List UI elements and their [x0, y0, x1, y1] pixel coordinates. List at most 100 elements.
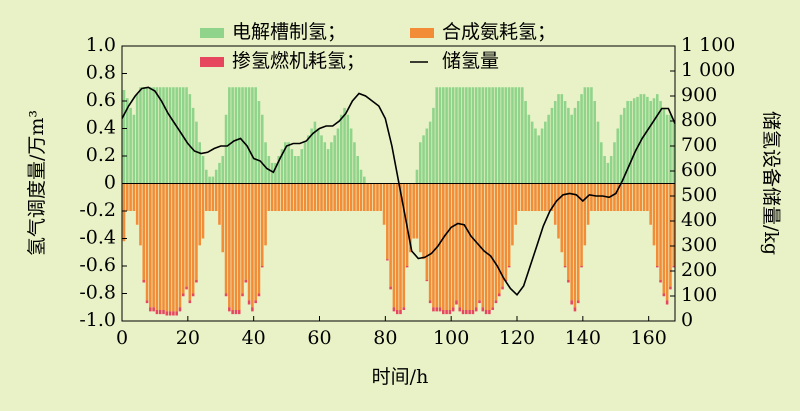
bar	[254, 87, 257, 184]
bar	[205, 183, 208, 211]
bar	[260, 114, 264, 184]
bar	[580, 183, 583, 266]
bar	[435, 307, 438, 312]
bar	[363, 176, 366, 184]
bar	[267, 183, 271, 211]
bar	[132, 183, 136, 211]
x-tick-label: 20	[176, 327, 200, 349]
bar	[191, 183, 195, 294]
bar	[346, 114, 350, 184]
bar	[228, 183, 231, 308]
bar	[659, 279, 662, 283]
bar	[580, 266, 583, 268]
bar	[623, 183, 626, 211]
bar	[168, 311, 172, 316]
bar	[284, 183, 287, 211]
y2-tick-label: 1 100	[681, 34, 735, 56]
bar	[537, 183, 541, 211]
bar	[534, 128, 537, 184]
bar	[573, 107, 577, 184]
bar	[665, 183, 669, 301]
bar	[458, 307, 462, 312]
bar	[652, 183, 656, 246]
bar	[596, 121, 600, 184]
bar	[494, 87, 498, 184]
bar	[330, 183, 333, 211]
bar	[237, 310, 241, 315]
bar	[550, 107, 554, 184]
bar	[632, 98, 636, 184]
bar	[570, 114, 573, 184]
bar	[142, 87, 146, 184]
bar	[175, 311, 178, 316]
bar	[178, 183, 182, 308]
bar	[471, 87, 475, 184]
bar	[646, 183, 649, 211]
bar	[616, 183, 620, 211]
bar	[557, 94, 560, 184]
bar	[435, 183, 438, 308]
bar	[326, 149, 330, 184]
bar	[497, 183, 501, 294]
bar	[619, 114, 623, 184]
bar	[158, 87, 162, 184]
bar	[471, 183, 475, 310]
bar	[442, 310, 445, 315]
bar	[455, 87, 458, 184]
bar	[389, 286, 392, 290]
bar	[122, 183, 126, 242]
bar	[442, 183, 445, 310]
bar	[307, 183, 310, 211]
bar	[563, 266, 567, 268]
bar	[494, 183, 498, 301]
bar	[320, 135, 323, 184]
bar	[277, 183, 280, 211]
bar	[461, 87, 465, 184]
bar	[550, 183, 554, 211]
bar	[313, 121, 317, 184]
bar	[158, 310, 162, 315]
bar	[636, 96, 639, 184]
bar	[458, 87, 462, 184]
bar	[376, 183, 379, 211]
y2-tick-label: 100	[681, 284, 717, 306]
bar	[307, 135, 310, 184]
bar	[165, 87, 169, 184]
bar	[201, 156, 205, 184]
bar	[557, 183, 560, 239]
bar	[672, 121, 675, 184]
bar	[655, 94, 659, 184]
bar	[497, 87, 501, 184]
bar	[149, 307, 152, 312]
bar	[629, 183, 633, 211]
bar	[567, 183, 570, 280]
bar	[241, 293, 244, 297]
bar	[165, 183, 169, 312]
bar	[455, 300, 458, 305]
bar	[530, 183, 534, 211]
bar	[244, 279, 248, 283]
bar	[343, 183, 346, 211]
bar	[517, 183, 521, 211]
bar	[145, 300, 149, 304]
bar	[409, 183, 412, 253]
bar	[514, 183, 517, 225]
bar	[425, 183, 429, 280]
bar	[563, 183, 567, 266]
bar	[155, 310, 159, 315]
bar	[662, 293, 666, 297]
bar	[537, 135, 541, 184]
bar	[481, 87, 485, 184]
bar	[339, 183, 343, 211]
bar	[172, 87, 175, 184]
bar	[474, 183, 478, 308]
bar	[435, 87, 438, 184]
bar	[224, 114, 228, 184]
bar	[468, 87, 471, 184]
y2-tick-label: 600	[681, 159, 717, 181]
bar	[297, 183, 300, 211]
bar	[567, 107, 570, 184]
bar	[336, 128, 340, 184]
bar	[359, 183, 363, 211]
